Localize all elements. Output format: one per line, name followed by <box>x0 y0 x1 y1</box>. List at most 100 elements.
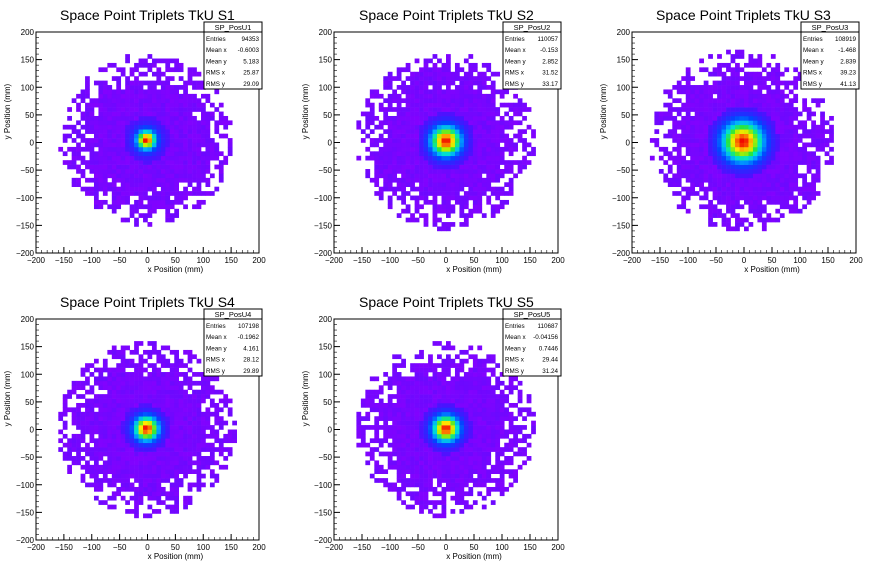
heatmap-bin <box>143 464 148 470</box>
heatmap-bin <box>735 89 740 95</box>
heatmap-bin <box>93 482 99 488</box>
heatmap-bin <box>703 155 709 161</box>
heatmap-bin <box>116 129 122 134</box>
heatmap-bin <box>378 160 384 165</box>
heatmap-bin <box>143 473 148 479</box>
heatmap-bin <box>437 111 442 117</box>
heatmap-bin <box>708 102 713 108</box>
heatmap-bin <box>481 146 487 152</box>
heatmap-bin <box>93 133 99 139</box>
heatmap-bin <box>396 120 402 126</box>
heatmap-bin <box>405 464 411 470</box>
heatmap-bin <box>414 76 420 81</box>
heatmap-bin <box>192 420 197 426</box>
heatmap-bin <box>699 107 704 112</box>
heatmap-bin <box>102 451 108 457</box>
heatmap-bin <box>369 138 375 143</box>
heatmap-bin <box>463 58 469 64</box>
heatmap-bin <box>120 160 126 165</box>
heatmap-bin <box>80 416 86 421</box>
heatmap-bin <box>223 124 229 130</box>
heatmap-bin <box>174 129 180 134</box>
heatmap-bin <box>93 151 99 157</box>
heatmap-bin <box>446 464 451 470</box>
heatmap-bin <box>428 433 433 439</box>
heatmap-bin <box>712 138 718 143</box>
heatmap-bin <box>169 402 175 408</box>
heatmap-bin <box>752 213 758 218</box>
heatmap-bin <box>387 151 393 157</box>
heatmap-bin <box>356 420 362 426</box>
heatmap-bin <box>459 169 465 174</box>
heatmap-bin <box>165 438 171 444</box>
heatmap-bin <box>770 169 776 174</box>
heatmap-bin <box>726 186 731 192</box>
heatmap-bin <box>156 173 162 179</box>
heatmap-bin <box>392 151 398 157</box>
heatmap-bin <box>410 93 415 99</box>
heatmap-bin <box>797 146 803 152</box>
heatmap-bin <box>450 411 456 417</box>
heatmap-bin <box>227 433 233 439</box>
heatmap-bin <box>681 85 687 90</box>
heatmap-bin <box>423 500 429 505</box>
heatmap-bin <box>165 85 171 90</box>
heatmap-bin <box>802 146 808 152</box>
heatmap-bin <box>178 160 184 165</box>
heatmap-bin <box>454 142 460 148</box>
heatmap-bin <box>712 186 718 192</box>
heatmap-bin <box>432 451 438 457</box>
heatmap-bin <box>156 380 162 386</box>
heatmap-bin <box>102 402 108 408</box>
heatmap-bin <box>174 177 180 183</box>
heatmap-bin <box>405 460 411 466</box>
heatmap-bin <box>147 67 153 73</box>
heatmap-bin <box>165 447 171 452</box>
heatmap-bin <box>450 495 456 501</box>
heatmap-bin <box>815 102 821 108</box>
heatmap-bin <box>752 169 758 174</box>
heatmap-bin <box>472 89 478 95</box>
heatmap-bin <box>784 111 790 117</box>
heatmap-bin <box>802 98 808 104</box>
heatmap-bin <box>459 142 465 148</box>
heatmap-bin <box>432 115 438 121</box>
heatmap-bin <box>156 509 162 514</box>
heatmap-bin <box>410 186 415 192</box>
heatmap-bin <box>815 129 821 134</box>
heatmap-bin <box>681 164 687 170</box>
heatmap-bin <box>726 191 731 196</box>
heatmap-bin <box>495 186 501 192</box>
heatmap-bin <box>392 486 398 492</box>
heatmap-bin <box>446 89 451 95</box>
heatmap-bin <box>513 160 518 165</box>
heatmap-bin <box>125 133 130 139</box>
heatmap-bin <box>134 416 139 421</box>
heatmap-bin <box>138 85 144 90</box>
heatmap-bin <box>116 456 122 461</box>
heatmap-bin <box>441 107 447 112</box>
heatmap-bin <box>726 129 731 134</box>
heatmap-bin <box>165 186 171 192</box>
heatmap-bin <box>428 447 433 452</box>
heatmap-bin <box>138 429 144 435</box>
heatmap-bin <box>770 107 776 112</box>
heatmap-bin <box>690 169 696 174</box>
heatmap-bin <box>463 107 469 112</box>
heatmap-bin <box>360 425 366 430</box>
heatmap-bin <box>410 164 415 170</box>
heatmap-bin <box>824 120 830 126</box>
heatmap-bin <box>481 169 487 174</box>
heatmap-bin <box>76 416 81 421</box>
heatmap-bin <box>378 93 384 99</box>
heatmap-bin <box>156 385 162 391</box>
heatmap-bin <box>721 173 727 179</box>
heatmap-bin <box>432 76 438 81</box>
heatmap-bin <box>98 102 104 108</box>
heatmap-bin <box>374 394 380 399</box>
stats-box-name: SP_PosU3 <box>812 23 849 32</box>
heatmap-bin <box>80 133 86 139</box>
heatmap-bin <box>410 107 415 112</box>
heatmap-bin <box>98 107 104 112</box>
heatmap-bin <box>129 67 135 73</box>
